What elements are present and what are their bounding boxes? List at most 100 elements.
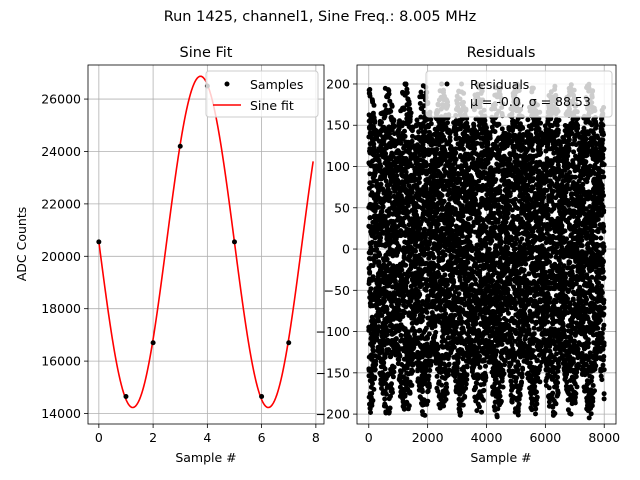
residual-point	[476, 404, 482, 410]
residual-point	[416, 180, 422, 185]
residual-point	[368, 286, 374, 292]
sample-point	[96, 239, 102, 245]
residual-point	[370, 381, 375, 387]
residual-point	[499, 126, 505, 132]
residual-point	[453, 146, 459, 152]
residual-point	[401, 406, 407, 412]
sine-fit-ylabel: ADC Counts	[14, 207, 29, 282]
residual-point	[472, 277, 478, 283]
residual-point	[401, 107, 407, 112]
residuals-panel: Residuals 0 2000 4000 6000 8000−200−150−100−…	[316, 45, 621, 465]
residual-point	[434, 146, 440, 152]
residual-point	[403, 262, 409, 268]
residual-point	[451, 344, 457, 350]
legend-samples-marker	[224, 81, 230, 87]
residual-point	[426, 331, 432, 337]
residual-point	[443, 311, 449, 317]
residual-point	[424, 277, 430, 283]
sine-fit-ytick-label: 18000	[41, 301, 81, 316]
residual-point	[387, 98, 393, 104]
residual-point	[409, 320, 415, 326]
residual-point	[417, 101, 423, 106]
residual-point	[435, 221, 441, 227]
residual-point	[404, 376, 410, 382]
residual-point	[460, 402, 466, 408]
sine-fit-ytick-label: 24000	[41, 144, 81, 159]
residual-point	[408, 110, 414, 116]
residual-point	[417, 175, 422, 181]
residual-point	[392, 123, 397, 129]
residual-point	[391, 369, 397, 375]
legend-sine-fit-label: Sine fit	[250, 98, 294, 113]
residual-point	[382, 354, 388, 360]
residual-point	[431, 255, 437, 261]
residual-point	[446, 372, 451, 378]
residual-point	[387, 131, 393, 137]
residual-point	[399, 267, 405, 273]
residual-point	[405, 274, 411, 280]
residual-point	[468, 215, 473, 221]
residual-point	[450, 217, 456, 223]
residual-point	[428, 117, 434, 122]
residual-point	[477, 237, 483, 243]
residual-point	[380, 204, 386, 210]
residual-point	[367, 93, 373, 99]
residual-point	[441, 198, 447, 204]
residual-point	[483, 363, 488, 369]
sine-fit-panel: Sine Fit 0 2 4 6 814000160001800020000220002…	[14, 45, 325, 465]
residual-point	[458, 410, 464, 416]
residual-point	[385, 339, 391, 345]
residual-point	[384, 332, 390, 338]
residual-point	[468, 228, 474, 234]
residual-point	[386, 409, 392, 415]
residual-point	[473, 321, 479, 327]
residual-point	[459, 319, 465, 325]
residual-point	[453, 150, 459, 156]
residual-point	[464, 120, 470, 126]
residual-point	[478, 157, 484, 163]
sine-fit-ytick-label: 20000	[41, 249, 81, 264]
residual-point	[463, 381, 469, 387]
residual-point	[367, 215, 373, 221]
residual-point	[441, 403, 447, 409]
residual-point	[402, 392, 408, 398]
residual-point	[453, 156, 459, 162]
residual-point	[382, 102, 388, 108]
residual-point	[381, 360, 387, 366]
residual-point	[440, 183, 445, 189]
residual-point	[441, 307, 447, 313]
residual-point	[479, 143, 485, 149]
residual-point	[474, 408, 480, 414]
residual-point	[402, 310, 408, 316]
sample-point	[123, 393, 129, 399]
sine-fit-xtick-label: 4	[203, 430, 211, 445]
residual-point	[378, 163, 384, 169]
residual-point	[504, 215, 510, 221]
residual-point	[392, 188, 398, 194]
residual-point	[482, 118, 488, 123]
sample-point	[150, 340, 156, 346]
residual-point	[398, 140, 404, 146]
residual-point	[477, 364, 483, 370]
residual-point	[475, 349, 481, 355]
residual-point	[412, 328, 418, 334]
sine-fit-ytick-label: 22000	[41, 196, 81, 211]
residual-point	[463, 198, 469, 204]
residual-point	[383, 178, 389, 184]
residual-point	[480, 218, 486, 223]
residual-point	[387, 194, 393, 200]
residual-point	[386, 91, 392, 97]
residual-point	[420, 314, 426, 320]
residual-point	[419, 318, 425, 324]
residual-point	[450, 271, 456, 277]
residual-point	[399, 337, 405, 343]
residual-point	[455, 359, 461, 365]
residual-point	[444, 282, 450, 287]
residual-point	[443, 397, 449, 402]
residual-point	[418, 114, 424, 120]
residual-point	[417, 226, 423, 232]
residual-point	[468, 299, 474, 304]
residual-point	[428, 362, 434, 368]
residual-point	[426, 383, 432, 389]
